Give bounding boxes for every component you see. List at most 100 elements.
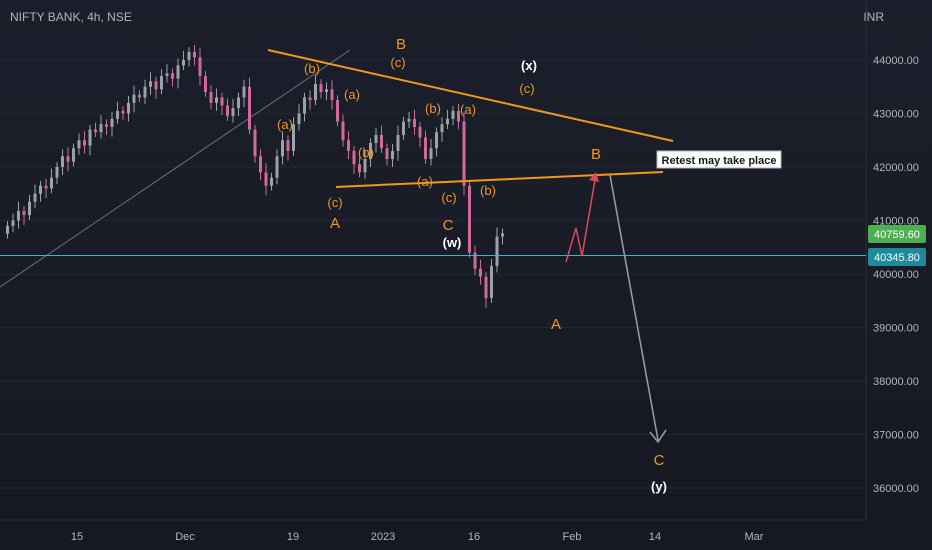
candle-body	[187, 51, 191, 60]
wave-label: (b)	[304, 61, 320, 76]
candle-body	[242, 86, 246, 98]
wave-label: (b)	[358, 145, 374, 160]
candle-body	[413, 118, 416, 127]
annotation-box	[656, 150, 782, 169]
rising-trendline	[0, 49, 351, 288]
x-tick-label: 16	[468, 531, 480, 543]
candle-body	[281, 140, 284, 157]
y-tick-label: 40000.00	[873, 269, 919, 281]
candle-body	[154, 81, 158, 90]
candle-body	[385, 148, 389, 159]
x-tick-label: Feb	[563, 531, 582, 543]
candle-body	[176, 65, 180, 79]
wave-label: (c)	[519, 81, 534, 96]
projection-grey-arrow	[609, 174, 659, 441]
candle-body	[55, 167, 59, 178]
wave-label: (y)	[651, 479, 667, 494]
candle-body	[314, 84, 317, 101]
candle-body	[110, 118, 114, 127]
wave-label: C	[443, 217, 454, 234]
candle-body	[33, 193, 37, 202]
candle-body	[248, 86, 251, 130]
candle-body	[374, 134, 378, 143]
wave-label: (x)	[521, 58, 537, 73]
price-badge-label: 40759.60	[874, 229, 920, 241]
candle-body	[473, 252, 477, 269]
candle-body	[231, 108, 235, 117]
candle-body	[105, 124, 108, 127]
wave-label: (b)	[425, 101, 441, 116]
candle-body	[352, 150, 356, 165]
candle-body	[457, 110, 460, 122]
candle-body	[61, 156, 64, 167]
wave-label: C	[654, 452, 665, 469]
candle-body	[495, 236, 499, 266]
projection-grey-arrowhead	[649, 429, 667, 444]
wave-label: (w)	[443, 235, 462, 250]
candle-body	[83, 140, 86, 146]
candle-body	[127, 102, 130, 114]
wave-label: A	[330, 215, 340, 232]
candle-body	[286, 140, 290, 151]
candle-body	[204, 76, 207, 93]
y-tick-label: 42000.00	[873, 162, 919, 174]
annotation-text: Retest may take place	[662, 155, 777, 167]
candle-body	[319, 84, 323, 93]
candle-body	[182, 60, 185, 66]
candle-body	[165, 73, 169, 77]
price-badge	[868, 248, 926, 266]
candle-body	[484, 276, 488, 299]
candle-body	[297, 113, 301, 125]
candle-body	[50, 177, 53, 189]
candle-body	[198, 57, 202, 77]
wave-label: (a)	[417, 174, 433, 189]
candle-body	[308, 97, 312, 101]
candle-body	[501, 233, 504, 237]
candle-body	[341, 121, 345, 141]
candle-body	[116, 110, 119, 119]
candle-body	[303, 97, 306, 114]
candle-body	[88, 129, 92, 146]
wave-label: B	[396, 36, 406, 53]
y-tick-label: 36000.00	[873, 483, 919, 495]
candle-body	[336, 100, 339, 122]
candle-body	[369, 142, 372, 159]
candle-body	[292, 124, 295, 151]
candle-body	[446, 118, 449, 125]
candle-body	[259, 156, 262, 173]
candle-body	[6, 225, 9, 234]
candle-body	[226, 105, 229, 117]
candle-body	[429, 148, 433, 159]
candle-body	[72, 148, 75, 162]
x-tick-label: 15	[71, 531, 83, 543]
price-badge	[868, 225, 926, 243]
candle-body	[253, 129, 257, 157]
candle-body	[22, 210, 26, 216]
candle-body	[275, 156, 279, 178]
candle-body	[193, 51, 196, 58]
candle-body	[44, 185, 48, 189]
candle-body	[94, 129, 97, 133]
candle-body	[330, 89, 334, 101]
candle-body	[270, 177, 273, 186]
y-tick-label: 38000.00	[873, 376, 919, 388]
y-tick-label: 41000.00	[873, 216, 919, 228]
x-tick-label: Dec	[175, 531, 195, 543]
candle-body	[380, 134, 383, 149]
candle-body	[237, 97, 240, 109]
candle-body	[407, 118, 411, 122]
wave-label: (a)	[277, 117, 293, 132]
candle-body	[418, 126, 422, 138]
y-tick-label: 43000.00	[873, 109, 919, 121]
candle-body	[209, 92, 213, 103]
lower-trendline	[335, 171, 664, 188]
candle-body	[325, 89, 328, 93]
candle-body	[451, 110, 455, 119]
candle-body	[462, 121, 466, 186]
candle-body	[77, 140, 81, 149]
candle-body	[479, 268, 482, 277]
x-tick-label: 2023	[371, 531, 395, 543]
wave-label: A	[551, 316, 561, 333]
